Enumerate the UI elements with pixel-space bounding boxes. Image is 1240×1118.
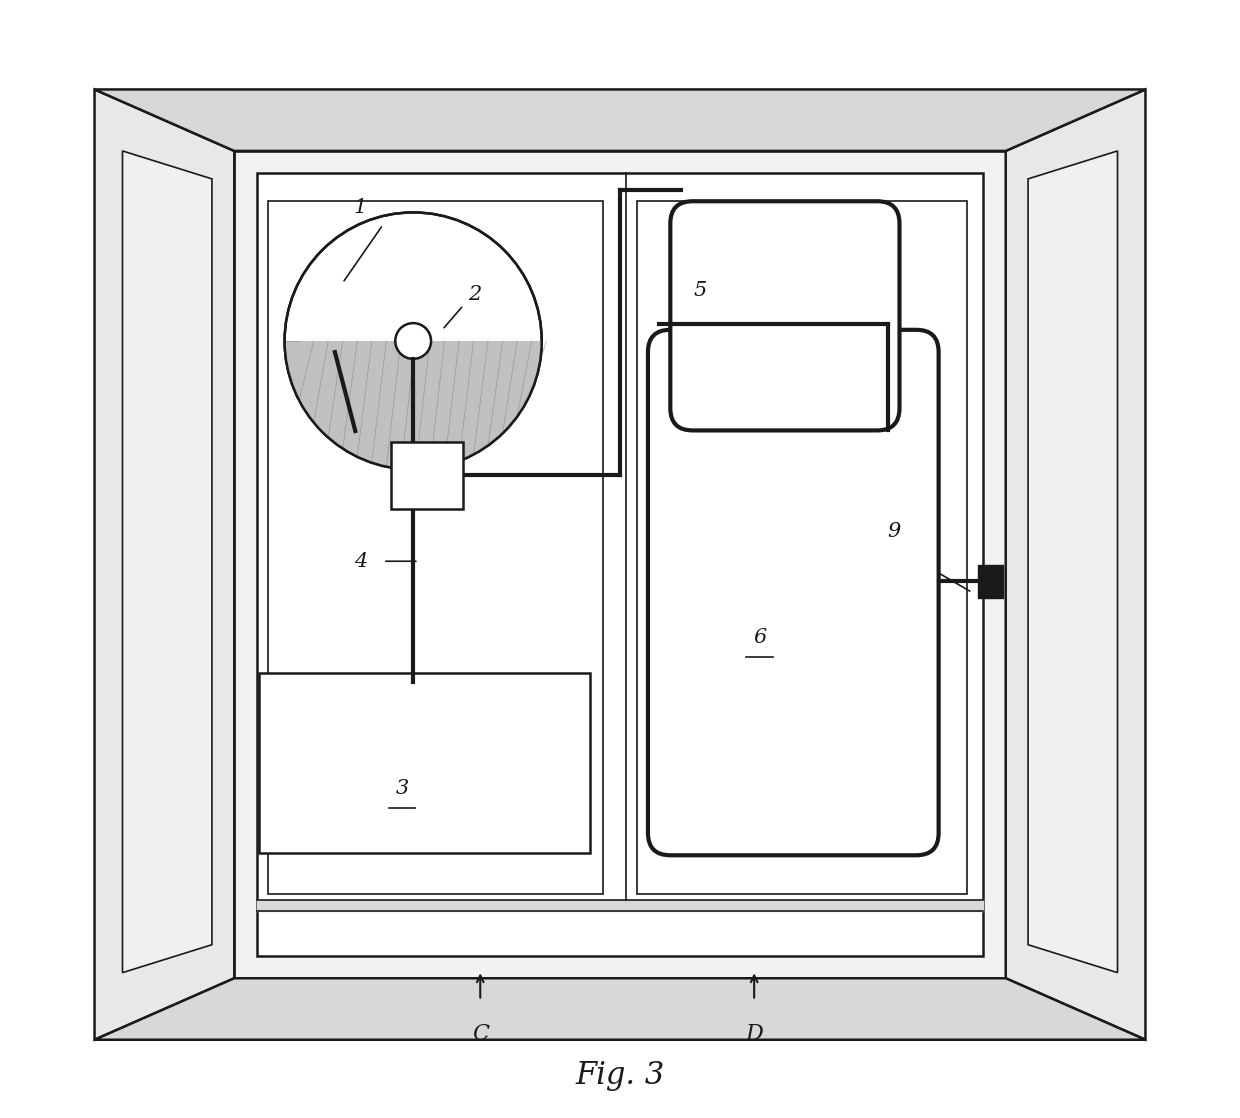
Text: C: C xyxy=(471,1023,489,1045)
Text: 6: 6 xyxy=(753,628,766,646)
Bar xyxy=(268,201,603,894)
Text: D: D xyxy=(745,1023,763,1045)
Circle shape xyxy=(285,212,542,470)
Polygon shape xyxy=(1006,89,1146,1040)
Polygon shape xyxy=(1028,151,1117,973)
Text: 2: 2 xyxy=(467,285,481,303)
Polygon shape xyxy=(94,978,1146,1040)
Text: 3: 3 xyxy=(396,779,409,797)
Text: Fig. 3: Fig. 3 xyxy=(575,1060,665,1091)
FancyBboxPatch shape xyxy=(649,330,939,855)
Text: 4: 4 xyxy=(353,552,367,570)
Polygon shape xyxy=(94,89,234,1040)
Polygon shape xyxy=(123,151,212,973)
Bar xyxy=(234,151,1006,978)
Polygon shape xyxy=(94,89,1146,151)
Bar xyxy=(257,173,983,956)
FancyBboxPatch shape xyxy=(671,201,899,430)
Bar xyxy=(391,442,464,509)
Text: 5: 5 xyxy=(694,282,707,300)
Text: 9: 9 xyxy=(888,522,900,540)
FancyBboxPatch shape xyxy=(259,673,590,853)
Polygon shape xyxy=(285,341,542,470)
Bar xyxy=(637,201,967,894)
Circle shape xyxy=(396,323,432,359)
Text: 1: 1 xyxy=(353,199,367,217)
